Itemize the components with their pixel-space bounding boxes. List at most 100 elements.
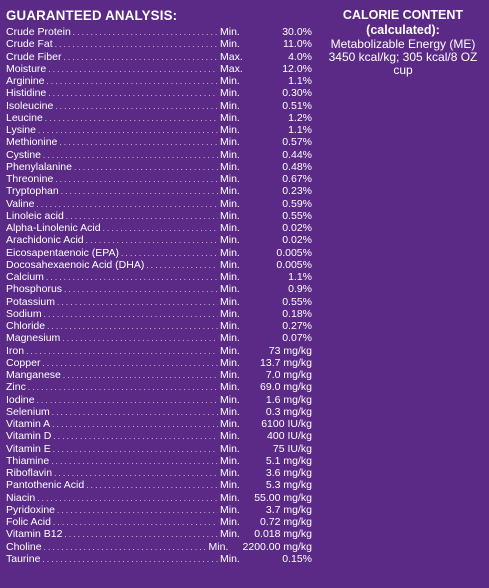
table-row: Crude Fiber Max. 4.0% xyxy=(6,51,312,63)
nutrient-qualifier: Min. xyxy=(220,148,240,161)
nutrient-name: Choline xyxy=(6,540,42,553)
dot-leader xyxy=(146,260,218,272)
table-row: Phosphorus Min. 0.9% xyxy=(6,283,312,295)
nutrient-name: Pantothenic Acid xyxy=(6,479,85,492)
nutrient-qualifier: Min. xyxy=(220,111,240,124)
dot-leader xyxy=(63,370,218,382)
nutrient-name: Selenium xyxy=(6,405,50,418)
table-row: Vitamin B12 Min. 0.018 mg/kg xyxy=(6,528,312,540)
dot-leader xyxy=(42,358,218,370)
table-row: Vitamin D Min. 400 IU/kg xyxy=(6,430,312,442)
dot-leader xyxy=(121,248,218,260)
nutrient-qualifier: Min. xyxy=(220,552,240,565)
nutrient-value: 1.1% xyxy=(288,75,312,87)
nutrient-name: Crude Protein xyxy=(6,26,71,38)
table-row: Threonine Min. 0.67% xyxy=(6,173,312,185)
nutrient-value: 0.51% xyxy=(282,99,312,112)
nutrient-value: 1.1% xyxy=(288,124,312,136)
nutrient-qualifier: Min. xyxy=(220,38,240,51)
nutrient-value: 5.1 mg/kg xyxy=(265,454,312,467)
table-row: Riboflavin Min. 3.6 mg/kg xyxy=(6,467,312,479)
dot-leader xyxy=(48,64,218,76)
nutrient-name: Magnesium xyxy=(6,332,61,345)
dot-leader xyxy=(53,517,218,529)
table-row: Iodine Min. 1.6 mg/kg xyxy=(6,394,312,406)
table-row: Manganese Min. 7.0 mg/kg xyxy=(6,369,312,381)
table-row: Folic Acid Min. 0.72 mg/kg xyxy=(6,516,312,528)
table-row: Cystine Min. 0.44% xyxy=(6,149,312,161)
nutrient-value: 0.48% xyxy=(282,160,312,173)
table-row: Tryptophan Min. 0.23% xyxy=(6,185,312,197)
dot-leader xyxy=(57,297,218,309)
nutrient-name: Histidine xyxy=(6,87,47,100)
nutrient-name: Vitamin D xyxy=(6,430,52,443)
nutrient-qualifier: Max. xyxy=(220,50,243,63)
nutrient-qualifier: Min. xyxy=(220,222,240,234)
table-row: Alpha-Linolenic Acid Min. 0.02% xyxy=(6,222,312,234)
dot-leader xyxy=(64,284,218,296)
table-row: Calcium Min. 1.1% xyxy=(6,271,312,283)
nutrient-qualifier: Min. xyxy=(220,479,240,492)
nutrient-value: 0.59% xyxy=(282,197,312,210)
table-row: Sodium Min. 0.18% xyxy=(6,308,312,320)
nutrient-name: Crude Fat xyxy=(6,38,53,51)
nutrient-name: Phenylalanine xyxy=(6,160,72,173)
nutrient-qualifier: Min. xyxy=(220,503,240,516)
table-row: Choline Min. 2200.00 mg/kg xyxy=(6,541,312,553)
dot-leader xyxy=(59,137,218,149)
nutrient-qualifier: Min. xyxy=(220,160,240,173)
nutrient-qualifier: Min. xyxy=(220,344,240,357)
dot-leader xyxy=(86,480,218,492)
table-row: Lysine Min. 1.1% xyxy=(6,124,312,136)
nutrient-qualifier: Min. xyxy=(220,271,240,283)
table-row: Zinc Min. 69.0 mg/kg xyxy=(6,381,312,393)
dot-leader xyxy=(28,382,218,394)
nutrient-qualifier: Min. xyxy=(220,516,240,528)
calorie-content-section: CALORIE CONTENT (calculated): Metaboliza… xyxy=(322,8,484,77)
table-row: Moisture Max. 12.0% xyxy=(6,63,312,75)
nutrient-name: Riboflavin xyxy=(6,467,53,479)
dot-leader xyxy=(61,186,218,198)
guaranteed-analysis-section: GUARANTEED ANALYSIS: Crude Protein Min. 30… xyxy=(6,4,312,565)
nutrient-name: Vitamin A xyxy=(6,418,51,430)
nutrient-value: 0.005% xyxy=(276,258,312,271)
nutrient-value: 0.15% xyxy=(282,552,312,565)
nutrient-qualifier: Min. xyxy=(220,136,240,149)
nutrient-qualifier: Min. xyxy=(220,320,240,332)
nutrient-name: Alpha-Linolenic Acid xyxy=(6,222,101,234)
nutrient-qualifier: Min. xyxy=(220,197,240,210)
nutrient-value: 7.0 mg/kg xyxy=(265,369,312,381)
dot-leader xyxy=(48,88,218,100)
nutrient-name: Potassium xyxy=(6,295,56,308)
nutrient-qualifier: Min. xyxy=(220,418,240,430)
nutrient-value: 4.0% xyxy=(288,50,312,63)
dot-leader xyxy=(51,456,218,468)
nutrient-name: Cystine xyxy=(6,148,42,161)
nutrient-qualifier: Min. xyxy=(220,99,240,112)
nutrient-value: 0.07% xyxy=(282,332,312,345)
table-row: Pyridoxine Min. 3.7 mg/kg xyxy=(6,504,312,516)
nutrient-name: Zinc xyxy=(6,381,26,394)
dot-leader xyxy=(74,162,218,174)
nutrient-name: Arginine xyxy=(6,75,45,87)
nutrient-qualifier: Min. xyxy=(220,75,240,87)
dot-leader xyxy=(55,39,218,51)
nutrient-name: Taurine xyxy=(6,552,41,565)
table-row: Selenium Min. 0.3 mg/kg xyxy=(6,406,312,418)
dot-leader xyxy=(66,211,218,223)
nutrient-qualifier: Min. xyxy=(220,442,240,455)
table-row: Docosahexaenoic Acid (DHA) Min. 0.005% xyxy=(6,259,312,271)
nutrient-name: Docosahexaenoic Acid (DHA) xyxy=(6,258,145,271)
table-row: Chloride Min. 0.27% xyxy=(6,320,312,332)
nutrient-value: 400 IU/kg xyxy=(267,430,312,443)
nutrient-name: Threonine xyxy=(6,173,54,185)
nutrient-name: Calcium xyxy=(6,271,44,283)
calorie-content-title: CALORIE CONTENT (calculated): xyxy=(342,8,464,37)
dot-leader xyxy=(52,407,218,419)
table-row: Crude Protein Min. 30.0% xyxy=(6,26,312,38)
nutrient-value: 0.9% xyxy=(288,283,312,296)
table-row: Leucine Min. 1.2% xyxy=(6,112,312,124)
table-row: Linoleic acid Min. 0.55% xyxy=(6,210,312,222)
nutrient-value: 13.7 mg/kg xyxy=(260,356,312,369)
nutrient-qualifier: Min. xyxy=(220,356,240,369)
